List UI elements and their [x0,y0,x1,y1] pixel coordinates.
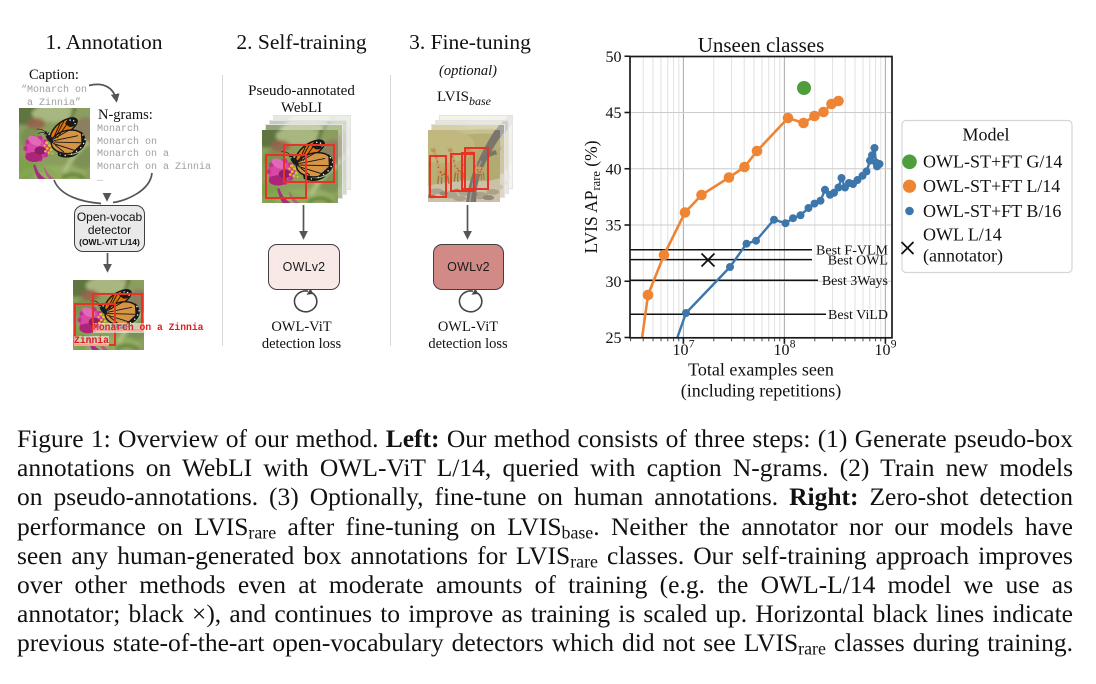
svg-text:Best OWL: Best OWL [828,253,888,268]
svg-text:Best ViLD: Best ViLD [828,308,888,323]
svg-text:8: 8 [790,339,796,351]
svg-text:30: 30 [606,274,622,291]
svg-text:LVIS APrare (%): LVIS APrare (%) [581,140,603,253]
svg-text:9: 9 [891,339,897,351]
svg-text:45: 45 [606,105,622,122]
svg-text:25: 25 [606,330,622,347]
svg-text:50: 50 [606,49,622,66]
svg-text:OWL-ST+FT G/14: OWL-ST+FT G/14 [923,152,1062,172]
svg-text:Model: Model [963,125,1010,145]
svg-text:10: 10 [774,342,790,359]
svg-text:(including repetitions): (including repetitions) [681,381,841,402]
svg-text:Best F-VLM: Best F-VLM [816,244,889,259]
svg-text:OWL-ST+FT L/14: OWL-ST+FT L/14 [923,176,1060,196]
svg-text:(annotator): (annotator) [923,246,1003,267]
svg-text:10: 10 [673,342,689,359]
svg-text:7: 7 [689,339,695,351]
svg-text:35: 35 [606,218,622,235]
svg-text:OWL-ST+FT B/16: OWL-ST+FT B/16 [923,201,1061,221]
svg-text:Best 3Ways: Best 3Ways [822,274,888,289]
svg-text:OWL L/14: OWL L/14 [923,225,1002,245]
svg-text:10: 10 [875,342,891,359]
svg-text:Unseen classes: Unseen classes [698,33,825,57]
svg-text:Total examples seen: Total examples seen [688,360,834,380]
svg-text:40: 40 [606,161,622,178]
